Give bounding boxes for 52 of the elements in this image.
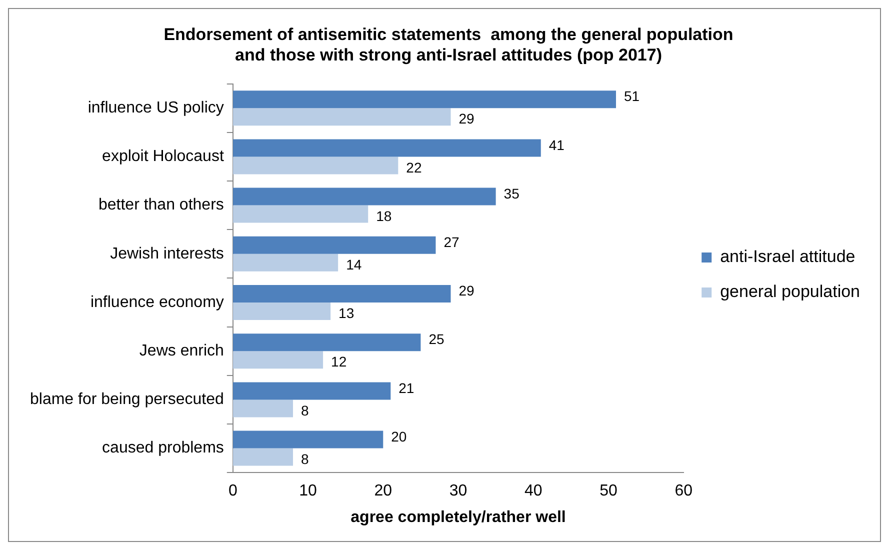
x-tick-label: 40 <box>524 482 542 500</box>
x-tick-label: 0 <box>228 482 238 500</box>
text: and those with strong anti-Israel attitudes (pop 2017) <box>235 45 662 64</box>
x-tick-label: 20 <box>374 482 392 500</box>
data-label: 21 <box>398 380 414 396</box>
bar <box>232 448 293 466</box>
text: Endorsement of antisemitic statements among the general population <box>164 24 734 44</box>
data-label: 20 <box>391 428 407 444</box>
bar <box>232 430 384 448</box>
bar <box>232 205 368 223</box>
bar <box>232 334 421 352</box>
data-label: 12 <box>331 354 347 370</box>
data-label: 25 <box>428 331 444 348</box>
bar <box>232 139 541 157</box>
data-label: 29 <box>458 282 475 299</box>
bar <box>232 382 391 400</box>
y-tick-label: influence US policy <box>88 100 224 117</box>
data-label: 22 <box>406 159 422 176</box>
data-label: 13 <box>338 305 354 322</box>
x-tick-label: 50 <box>600 482 618 500</box>
bar <box>232 302 331 320</box>
bar <box>232 285 451 302</box>
bar <box>232 90 616 108</box>
y-tick-label: blame for being persecuted <box>30 391 224 408</box>
data-label: 14 <box>346 256 362 273</box>
legend-label: anti-Israel attitude <box>720 247 856 266</box>
x-axis-title: agree completely/rather well <box>350 508 566 526</box>
bar <box>232 351 324 369</box>
bar <box>232 156 398 174</box>
data-label: 35 <box>504 185 520 202</box>
x-tick-label: 10 <box>299 482 318 500</box>
x-tick-label: 30 <box>449 482 468 500</box>
legend-label: general population <box>720 282 860 302</box>
bar <box>232 254 338 272</box>
y-tick-label: caused problems <box>102 440 224 457</box>
y-tick-label: influence economy <box>90 294 224 311</box>
y-tick-label: Jews enrich <box>139 342 224 360</box>
y-tick-label: Jewish interests <box>110 245 224 262</box>
data-label: 8 <box>300 402 309 418</box>
y-tick-label: exploit Holocaust <box>102 148 224 166</box>
data-label: 18 <box>376 208 392 224</box>
bar <box>232 188 496 206</box>
data-label: 27 <box>444 234 460 250</box>
bar <box>232 108 451 126</box>
x-tick-label: 60 <box>674 482 693 500</box>
bar <box>232 236 436 254</box>
bar <box>232 400 293 418</box>
data-label: 51 <box>624 88 640 104</box>
data-label: 29 <box>458 110 475 127</box>
data-label: 8 <box>300 450 309 467</box>
data-label: 41 <box>548 136 565 153</box>
y-tick-label: better than others <box>98 196 224 214</box>
